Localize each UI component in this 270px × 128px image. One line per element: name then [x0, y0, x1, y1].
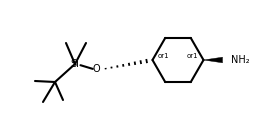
Text: O: O	[92, 65, 100, 74]
Text: or1: or1	[187, 52, 198, 58]
Text: NH₂: NH₂	[231, 55, 250, 65]
Text: Si: Si	[70, 59, 79, 69]
Text: or1: or1	[158, 52, 169, 58]
Polygon shape	[204, 57, 222, 63]
